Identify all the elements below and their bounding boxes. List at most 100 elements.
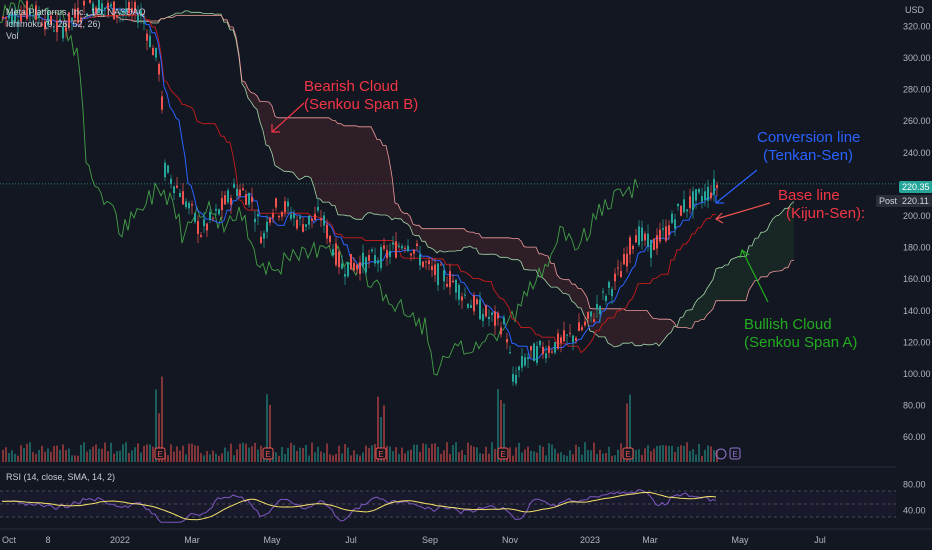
earnings-marker[interactable]: E [375, 447, 387, 460]
candle-body [602, 291, 604, 293]
candle-body [341, 263, 343, 269]
cloud-segment [152, 20, 155, 23]
cloud-segment [317, 117, 320, 199]
volume-bar [449, 454, 451, 462]
cloud-segment [299, 117, 302, 180]
rsi-line [1, 489, 717, 523]
rsi-legend[interactable]: RSI (14, close, SMA, 14, 2) [6, 472, 116, 482]
base-note-line2: (Kijun-Sen): [786, 205, 866, 222]
candle-body [59, 19, 61, 21]
volume-bar [230, 443, 232, 462]
earnings-marker[interactable]: E [262, 447, 274, 460]
cloud-segment [308, 117, 311, 179]
volume-bar [422, 443, 424, 462]
cloud-segment [767, 223, 770, 277]
candle-body [47, 11, 49, 26]
grid-layer [0, 183, 932, 530]
candle-body [305, 224, 307, 227]
candle-body [449, 271, 451, 288]
volume-bar [353, 450, 355, 462]
earnings-marker[interactable]: E [497, 447, 509, 460]
y-tick-label: 300.00 [903, 53, 931, 63]
volume-bar [374, 444, 376, 462]
volume-bar [398, 454, 400, 462]
candle-body [575, 337, 577, 341]
volume-bar [167, 455, 169, 462]
candle-body [479, 299, 481, 320]
cloud-segment [191, 12, 194, 16]
symbol-label[interactable]: Meta Platforms, Inc., 1D, NASDAQ [6, 7, 146, 17]
candle-body [89, 0, 91, 3]
candle-body [605, 295, 607, 301]
volume-bar [35, 453, 37, 462]
volume-bar [350, 455, 352, 462]
candle-body [446, 283, 448, 287]
volume-bar [92, 446, 94, 462]
volume-bar [662, 445, 664, 462]
volume-bar [233, 455, 235, 462]
earnings-marker[interactable]: E [154, 447, 166, 460]
candle-body [353, 263, 355, 271]
cloud-segment [761, 232, 764, 277]
cloud-segment [335, 120, 338, 215]
candle-body [623, 253, 625, 265]
volume-label[interactable]: Vol [6, 31, 19, 41]
volume-bar [65, 449, 67, 462]
volume-bar [50, 451, 52, 462]
cloud-segment [578, 288, 581, 308]
volume-bar [452, 445, 454, 462]
volume-bar [653, 448, 655, 462]
cloud-segment [776, 215, 779, 272]
earnings-marker[interactable]: E [729, 447, 741, 460]
cloud-segment [485, 237, 488, 255]
candle-body [608, 281, 610, 288]
cloud-segment [470, 232, 473, 249]
cloud-segment [527, 247, 530, 271]
candle-body [350, 253, 352, 270]
volume-bar [5, 447, 7, 462]
candle-body [326, 224, 328, 239]
candle-body [134, 2, 136, 13]
volume-bar [488, 453, 490, 462]
kijun-sen-line [1, 12, 716, 354]
cloud-segment [785, 208, 788, 268]
y-tick-label: 320.00 [903, 21, 931, 31]
bearish-arrow [271, 102, 305, 133]
candle-body [452, 280, 454, 283]
cloud-segment [725, 264, 728, 301]
cloud-segment [701, 294, 704, 320]
cloud-segment [290, 117, 293, 173]
volume-bar [389, 446, 391, 462]
cloud-segment [416, 225, 419, 236]
candle-body [248, 193, 250, 205]
cloud-segment [704, 288, 707, 320]
candle-body [242, 188, 244, 191]
earnings-marker[interactable]: E [622, 447, 634, 460]
volume-bar [359, 455, 361, 462]
cloud-segment [440, 228, 443, 252]
volume-bar [584, 442, 586, 462]
x-tick-label: 8 [45, 535, 50, 545]
volume-bar [542, 446, 544, 462]
volume-bar [14, 453, 16, 462]
cloud-segment [494, 237, 497, 256]
volume-bar [605, 453, 607, 462]
conversion-note-line2: (Tenkan-Sen) [763, 147, 854, 164]
earnings-label: E [157, 450, 162, 459]
volume-bar [458, 452, 460, 462]
ichimoku-label[interactable]: Ichimoku (9, 26, 52, 26) [6, 19, 101, 29]
cloud-segment [377, 139, 380, 216]
candle-body [269, 217, 271, 223]
candle-body [464, 294, 466, 296]
earnings-box [497, 447, 509, 460]
volume-bar [515, 447, 517, 462]
volume-bar [344, 444, 346, 462]
volume-bar [671, 445, 673, 462]
volume-bar [581, 454, 583, 462]
volume-bar [188, 443, 190, 462]
volume-bar [194, 445, 196, 462]
candle-body [461, 296, 463, 301]
volume-bar [77, 455, 79, 462]
candle-body [302, 224, 304, 232]
